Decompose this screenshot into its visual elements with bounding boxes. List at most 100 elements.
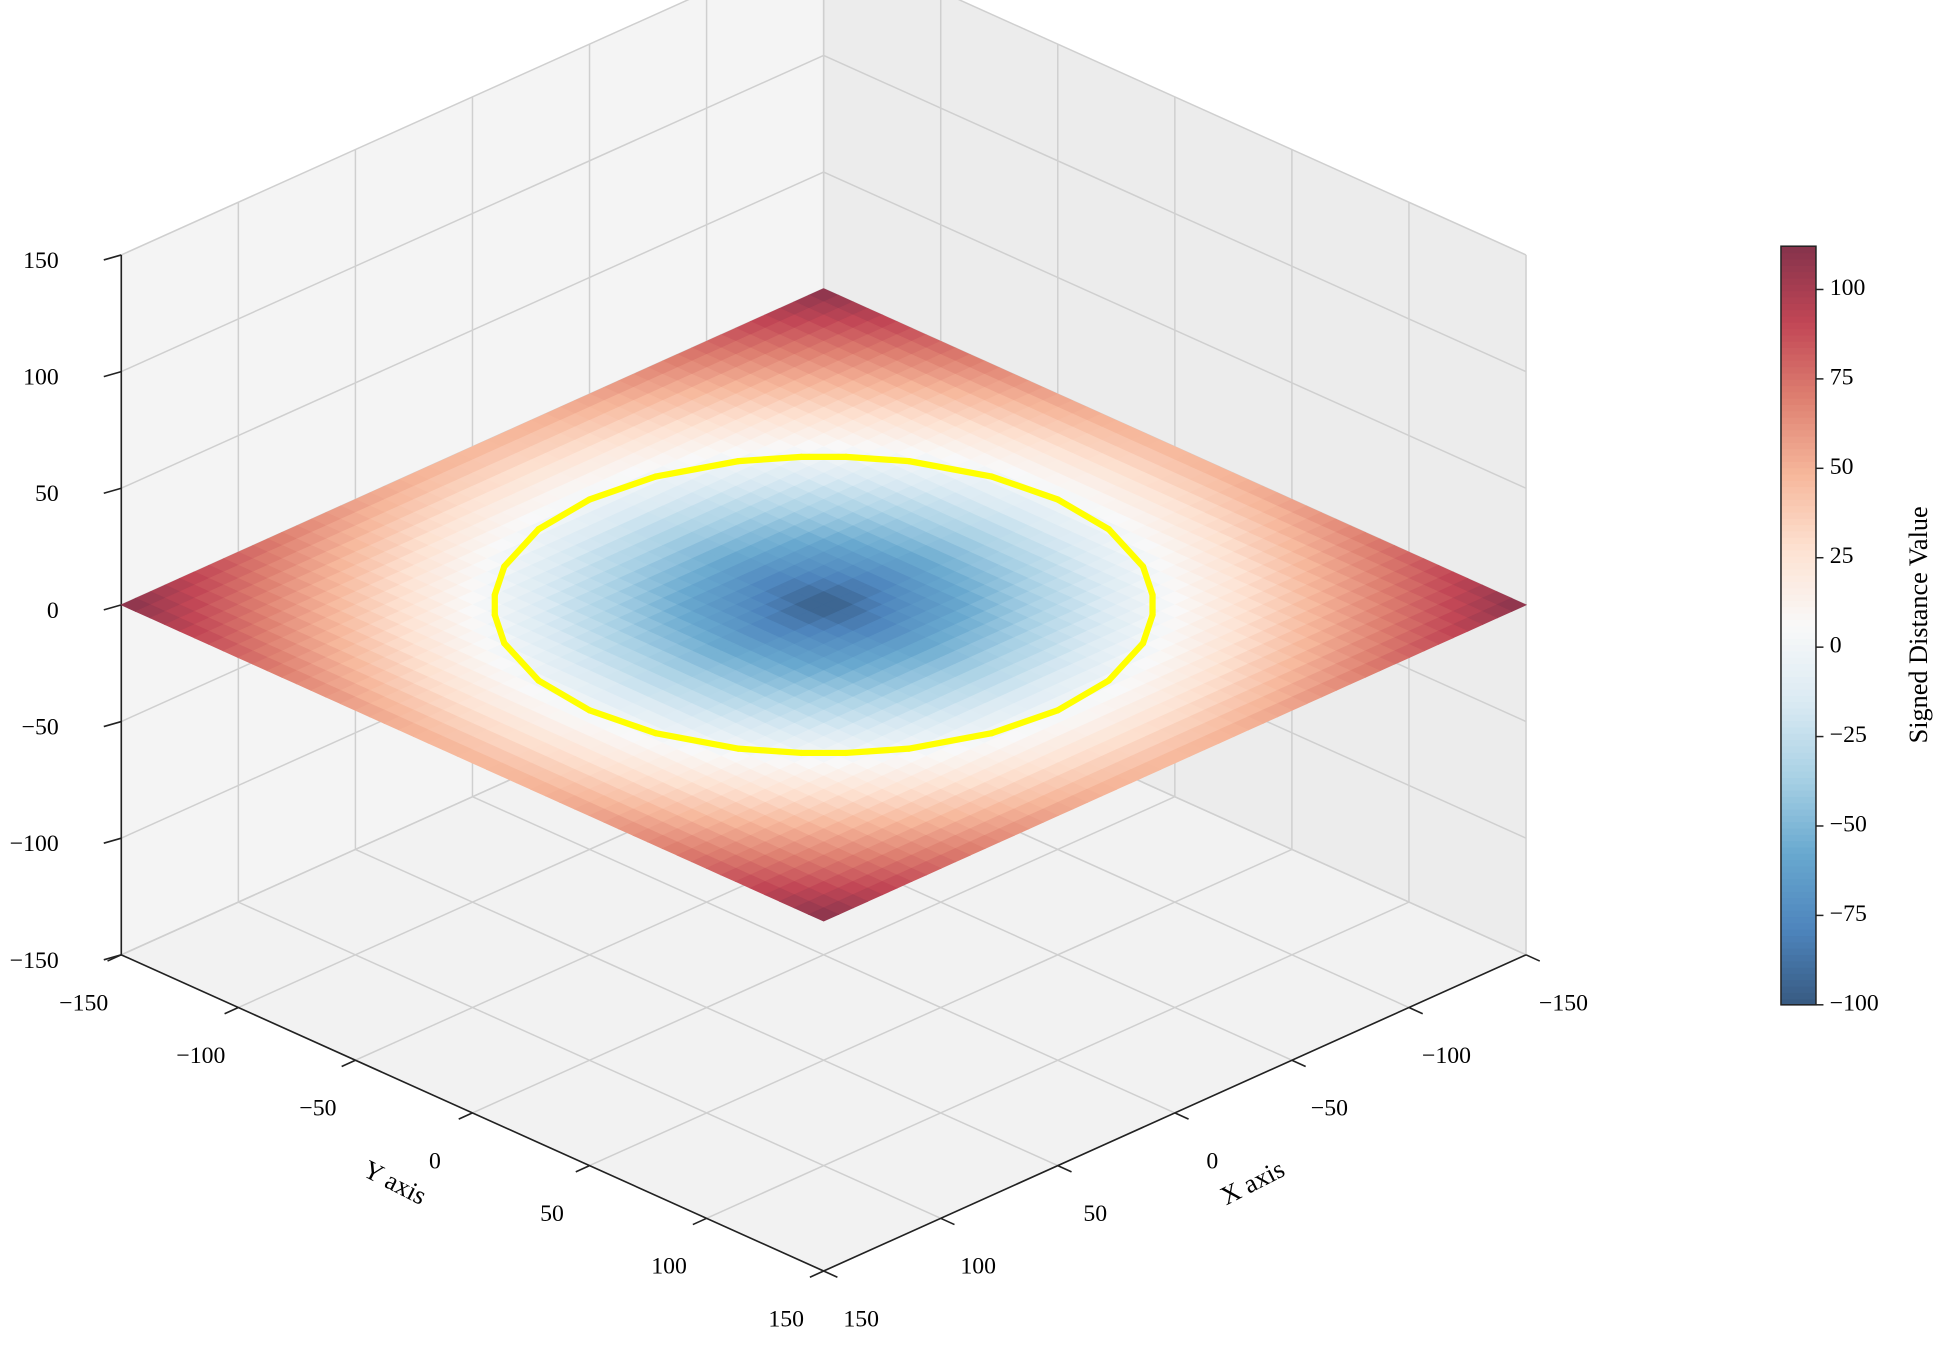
colorbar-strip [1780, 802, 1816, 810]
colorbar-strip [1780, 612, 1816, 620]
x-tick-label: −50 [1311, 1096, 1348, 1122]
colorbar-strip [1780, 454, 1816, 462]
z-tick-label: −100 [10, 831, 59, 857]
colorbar-strip [1780, 928, 1816, 937]
colorbar-strip [1780, 461, 1816, 469]
colorbar-strip [1780, 789, 1816, 797]
colorbar-strip [1780, 353, 1816, 361]
colorbar-strip [1780, 518, 1816, 526]
colorbar-strip [1780, 581, 1816, 589]
colorbar-strip [1780, 429, 1816, 437]
colorbar-strip [1780, 714, 1816, 722]
x-tick-label: −100 [1422, 1043, 1471, 1069]
grid-line [120, 0, 690, 256]
x-tick [1174, 1112, 1189, 1120]
colorbar-strip [1780, 688, 1816, 696]
colorbar-strip [1780, 574, 1816, 583]
zero-contour [1105, 526, 1147, 570]
colorbar-strip [1780, 404, 1816, 412]
y-tick [224, 1006, 239, 1015]
zero-contour [652, 457, 742, 480]
grid-line [957, 0, 1527, 256]
colorbar-strip [1780, 650, 1816, 658]
colorbar-strip [1780, 416, 1816, 424]
z-tick [103, 370, 122, 378]
grid-line [823, 54, 1527, 373]
colorbar-strip [1780, 821, 1816, 829]
colorbar-strip [1780, 853, 1816, 861]
colorbar-strip [1780, 701, 1816, 709]
colorbar-strip [1780, 562, 1816, 570]
colorbar-strip [1780, 979, 1816, 987]
colorbar-strip [1780, 966, 1816, 974]
x-tick-label: 50 [1083, 1201, 1107, 1227]
colorbar-strip [1780, 827, 1816, 835]
colorbar-strip [1780, 947, 1816, 955]
colorbar-strip [1780, 265, 1816, 273]
z-tick [103, 837, 122, 844]
x-tick-label: 0 [1206, 1148, 1218, 1174]
colorbar-strip [1780, 960, 1816, 968]
colorbar-strip [1780, 973, 1816, 981]
colorbar-strip [1780, 878, 1816, 886]
colorbar-strip [1780, 530, 1816, 538]
z-tick-label: 150 [23, 248, 59, 274]
x-tick [823, 1270, 838, 1279]
colorbar-strip [1780, 872, 1816, 880]
z-tick [103, 954, 122, 961]
colorbar-strip [1780, 897, 1816, 905]
colorbar-strip [1780, 903, 1816, 911]
colorbar-tick-label: −75 [1830, 901, 1867, 927]
z-tick [103, 487, 122, 495]
zero-contour [988, 707, 1061, 737]
colorbar-tick-label: 0 [1830, 633, 1842, 659]
colorbar-strip [1780, 846, 1816, 854]
colorbar-strip [1780, 859, 1816, 867]
colorbar-strip [1780, 638, 1816, 646]
x-tick [1057, 1164, 1072, 1173]
colorbar-strip [1780, 322, 1816, 330]
zero-contour [1054, 496, 1112, 533]
colorbar-strip [1780, 410, 1816, 418]
x-tick [1291, 1059, 1306, 1068]
colorbar-strip [1780, 663, 1816, 671]
colorbar-strip [1780, 252, 1816, 260]
zero-contour [1054, 677, 1112, 714]
colorbar-strip [1780, 537, 1816, 545]
colorbar-strip [1780, 720, 1816, 728]
colorbar-strip [1780, 303, 1816, 311]
colorbar-label: Signed Distance Value [1904, 506, 1933, 743]
colorbar-strip [1780, 745, 1816, 753]
colorbar-strip [1780, 992, 1816, 1000]
zero-contour [988, 473, 1061, 503]
y-tick-label: 100 [651, 1254, 687, 1280]
y-tick [458, 1112, 473, 1120]
colorbar-strip [1780, 277, 1816, 285]
colorbar-strip [1780, 246, 1816, 254]
zero-contour [535, 496, 593, 533]
colorbar-strip [1780, 309, 1816, 317]
colorbar-strip [1780, 391, 1816, 399]
y-tick [575, 1164, 590, 1173]
colorbar-strip [1780, 657, 1816, 665]
colorbar-strip [1780, 385, 1816, 393]
colorbar-strip [1780, 448, 1816, 456]
colorbar-strip [1780, 884, 1816, 892]
colorbar-strip [1780, 783, 1816, 791]
surface [120, 288, 1528, 922]
zero-contour [501, 526, 542, 570]
y-tick-label: 0 [429, 1148, 441, 1174]
zero-contour [735, 745, 805, 757]
colorbar-strip [1780, 341, 1816, 349]
zero-contour [905, 457, 995, 480]
zero-contour [491, 563, 508, 598]
z-tick-label: 100 [23, 365, 59, 391]
colorbar-strip [1780, 347, 1816, 355]
colorbar-strip [1780, 764, 1816, 772]
colorbar-strip [1780, 467, 1816, 475]
zero-contour [586, 707, 659, 737]
grid-line [120, 54, 824, 373]
colorbar-strip [1780, 499, 1816, 507]
colorbar-strip [1780, 726, 1816, 734]
